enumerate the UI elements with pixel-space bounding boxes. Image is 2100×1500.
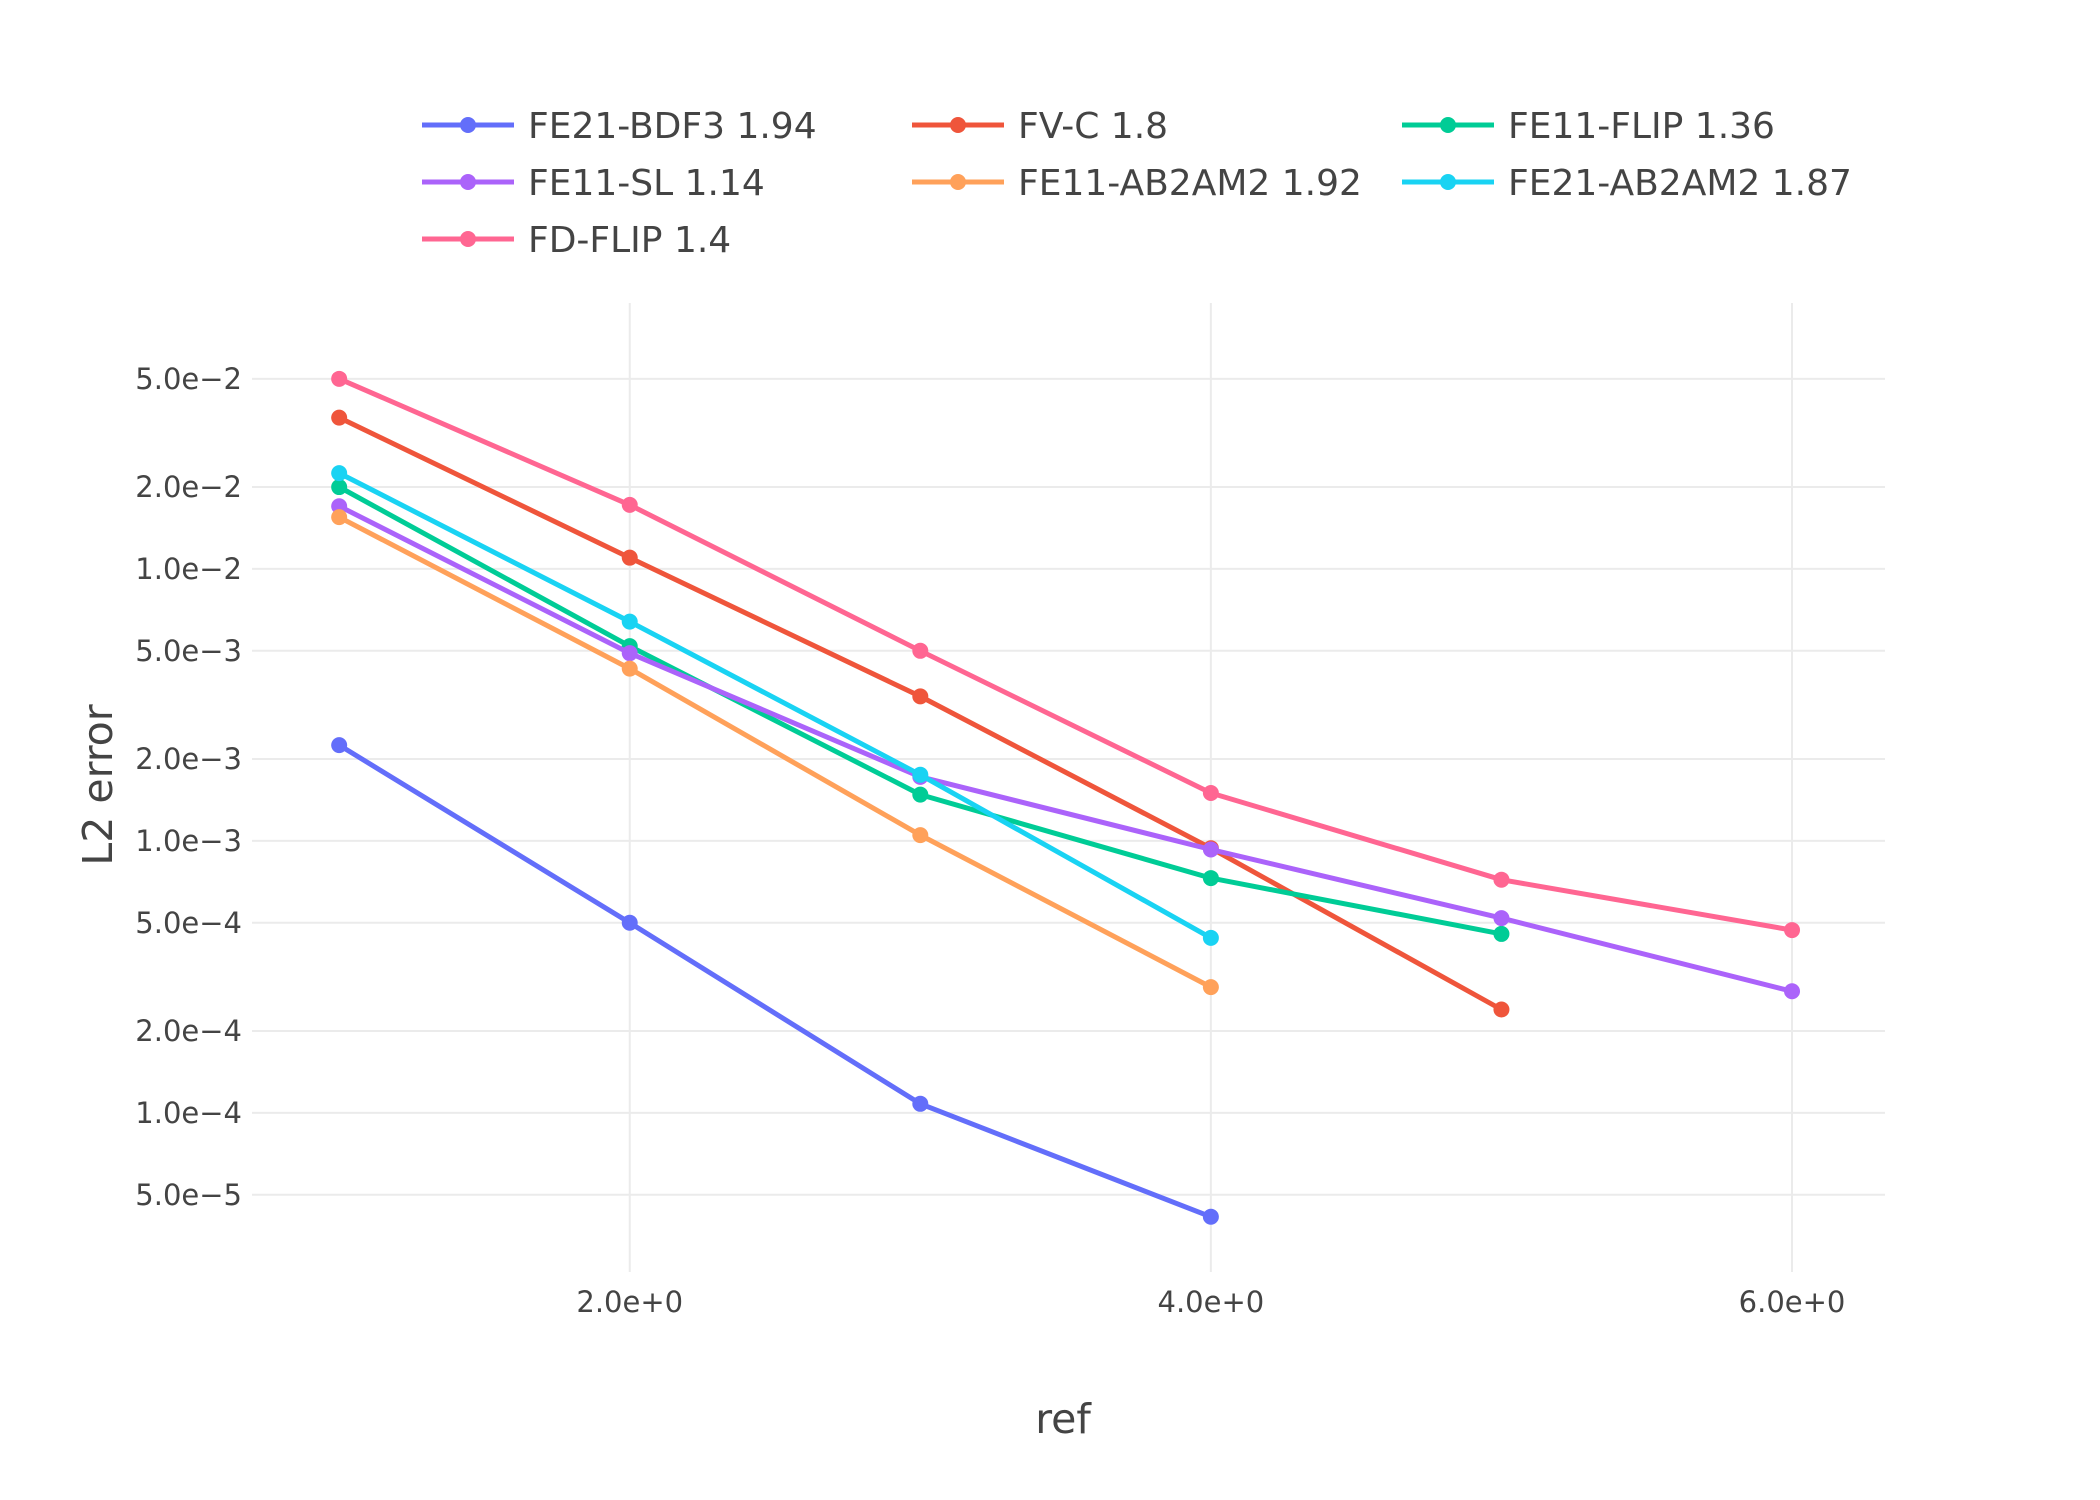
data-point [912,786,929,803]
data-point [1493,1001,1510,1018]
data-point [1202,929,1219,946]
y-tick-label: 1.0e−2 [135,552,242,586]
data-point [1493,910,1510,927]
data-point [1202,1208,1219,1225]
legend-label: FV-C 1.8 [1018,106,1168,147]
data-point [1202,870,1219,887]
data-point [1784,922,1801,939]
legend-marker [460,117,476,133]
legend-marker [1440,174,1456,190]
legend-item[interactable]: FE11-FLIP 1.36 [1402,106,1775,147]
y-tick-label: 5.0e−5 [135,1178,242,1212]
y-axis-ticks: 5.0e−2 2.0e−2 1.0e−2 5.0e−3 2.0e−3 1.0e−3 5.0e… [135,362,242,1212]
legend-item[interactable]: FE21-AB2AM2 1.87 [1402,163,1852,204]
data-point [331,509,348,526]
data-point [912,1095,929,1112]
series-line [336,376,1795,933]
series-line [336,514,1214,990]
data-point [1493,925,1510,942]
data-point [912,766,929,783]
data-point [331,737,348,754]
series-fd-flip-1-4 [331,370,1801,939]
series-fe21-ab2am2-1-87 [331,465,1219,946]
series-line [336,470,1214,941]
legend-item[interactable]: FE11-SL 1.14 [422,163,765,204]
y-tick-label: 5.0e−2 [135,362,242,396]
data-point [621,613,638,630]
x-axis-title: ref [1035,1395,1092,1443]
data-point [1202,841,1219,858]
data-point [331,370,348,387]
series-line [336,415,1504,1012]
series-fe11-sl-1-14 [331,498,1801,1000]
y-tick-label: 2.0e−3 [135,742,242,776]
data-point [912,642,929,659]
series-line [336,742,1214,1220]
data-point [1202,785,1219,802]
y-tick-label: 5.0e−4 [135,906,242,940]
data-point [331,409,348,426]
legend-label: FE11-FLIP 1.36 [1508,106,1775,147]
data-point [1202,979,1219,996]
legend-label: FE21-BDF3 1.94 [528,106,817,147]
series-line [336,503,1795,994]
y-tick-label: 1.0e−3 [135,824,242,858]
series-fe21-bdf3-1-94 [331,737,1219,1225]
y-tick-label: 5.0e−3 [135,634,242,668]
legend-marker [460,231,476,247]
legend-marker [460,174,476,190]
y-tick-label: 2.0e−2 [135,470,242,504]
series-line [336,484,1504,937]
series-fe11-ab2am2-1-92 [331,509,1219,996]
legend-label: FE11-AB2AM2 1.92 [1018,163,1362,204]
data-point [621,645,638,662]
data-point [621,549,638,566]
data-point [1784,983,1801,1000]
y-tick-label: 1.0e−4 [135,1096,242,1130]
legend-marker [1440,117,1456,133]
legend-label: FE21-AB2AM2 1.87 [1508,163,1852,204]
x-tick-label: 4.0e+0 [1158,1285,1265,1319]
legend-item[interactable]: FD-FLIP 1.4 [422,220,731,261]
x-tick-label: 6.0e+0 [1739,1285,1846,1319]
data-point [331,465,348,482]
y-tick-label: 2.0e−4 [135,1014,242,1048]
legend-item[interactable]: FE21-BDF3 1.94 [422,106,817,147]
legend-label: FD-FLIP 1.4 [528,220,731,261]
data-point [621,660,638,677]
series-layer [331,370,1801,1225]
series-fv-c-1-8 [331,409,1510,1018]
legend-label: FE11-SL 1.14 [528,163,765,204]
data-point [621,914,638,931]
data-point [621,496,638,513]
legend-marker [950,117,966,133]
legend-item[interactable]: FE11-AB2AM2 1.92 [912,163,1362,204]
data-point [331,479,348,496]
series-fe11-flip-1-36 [331,479,1510,942]
data-point [912,827,929,844]
legend-marker [950,174,966,190]
data-point [1493,871,1510,888]
legend-item[interactable]: FV-C 1.8 [912,106,1168,147]
y-axis-title: L2 error [74,704,122,865]
x-tick-label: 2.0e+0 [576,1285,683,1319]
data-point [912,688,929,705]
x-axis-ticks: 2.0e+0 4.0e+0 6.0e+0 [576,1285,1845,1319]
legend[interactable]: FE21-BDF3 1.94 FV-C 1.8 FE11-FLIP 1.36 FE11… [422,106,1852,261]
